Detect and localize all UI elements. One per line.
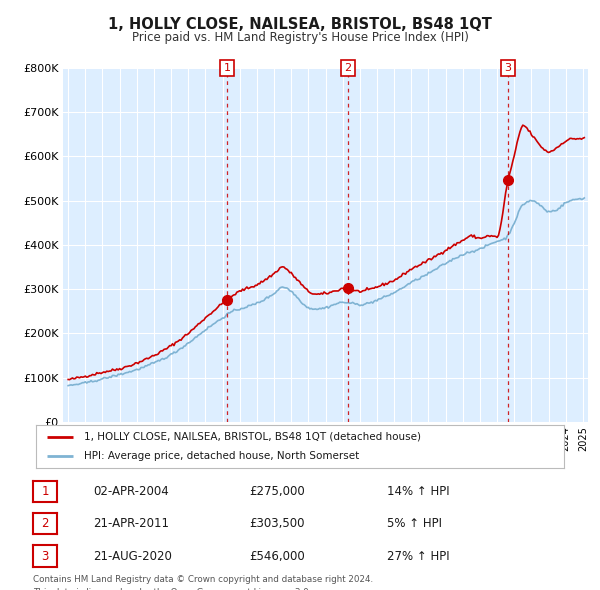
Text: 14% ↑ HPI: 14% ↑ HPI (387, 484, 449, 498)
Text: 1, HOLLY CLOSE, NAILSEA, BRISTOL, BS48 1QT (detached house): 1, HOLLY CLOSE, NAILSEA, BRISTOL, BS48 1… (83, 432, 421, 442)
Text: 1: 1 (41, 484, 49, 498)
Text: 2: 2 (344, 63, 352, 73)
Text: 1, HOLLY CLOSE, NAILSEA, BRISTOL, BS48 1QT: 1, HOLLY CLOSE, NAILSEA, BRISTOL, BS48 1… (108, 17, 492, 31)
Text: 2: 2 (41, 517, 49, 530)
Text: 02-APR-2004: 02-APR-2004 (93, 484, 169, 498)
Text: 3: 3 (505, 63, 512, 73)
Text: 5% ↑ HPI: 5% ↑ HPI (387, 517, 442, 530)
Text: Contains HM Land Registry data © Crown copyright and database right 2024.: Contains HM Land Registry data © Crown c… (33, 575, 373, 584)
Text: £303,500: £303,500 (249, 517, 305, 530)
Text: 1: 1 (223, 63, 230, 73)
Text: £546,000: £546,000 (249, 549, 305, 563)
Text: HPI: Average price, detached house, North Somerset: HPI: Average price, detached house, Nort… (83, 451, 359, 461)
Text: 3: 3 (41, 549, 49, 563)
Text: £275,000: £275,000 (249, 484, 305, 498)
Text: This data is licensed under the Open Government Licence v3.0.: This data is licensed under the Open Gov… (33, 588, 311, 590)
Text: 21-AUG-2020: 21-AUG-2020 (93, 549, 172, 563)
Text: 21-APR-2011: 21-APR-2011 (93, 517, 169, 530)
Text: 27% ↑ HPI: 27% ↑ HPI (387, 549, 449, 563)
Text: Price paid vs. HM Land Registry's House Price Index (HPI): Price paid vs. HM Land Registry's House … (131, 31, 469, 44)
